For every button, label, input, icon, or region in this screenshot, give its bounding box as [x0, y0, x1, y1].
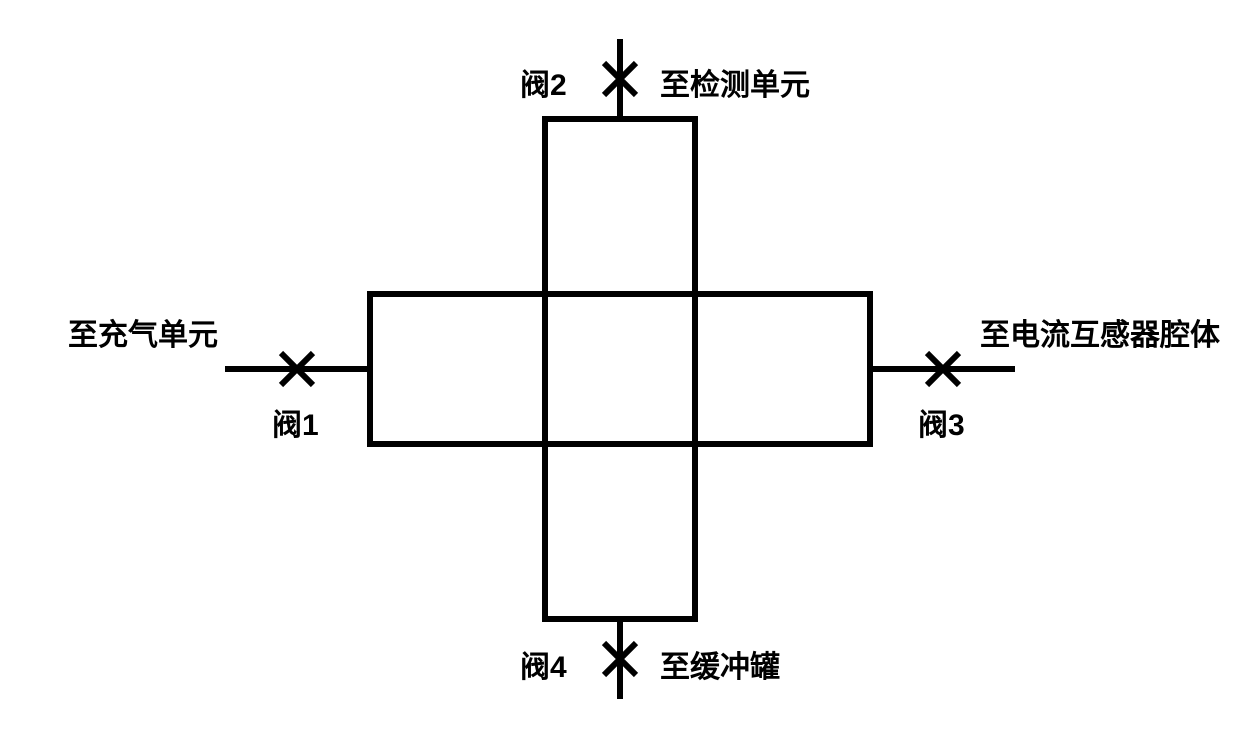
label-valve-3: 阀3 [918, 400, 965, 444]
label-valve-1: 阀1 [272, 400, 319, 444]
label-valve-2: 阀2 [520, 60, 567, 104]
cross-vertical [545, 119, 695, 619]
diagram-canvas [0, 0, 1240, 738]
label-valve-4: 阀4 [520, 642, 567, 686]
label-to-detection: 至检测单元 [660, 60, 810, 104]
label-to-buffer-tank: 至缓冲罐 [660, 642, 780, 686]
port-left [225, 353, 370, 385]
port-right [870, 353, 1015, 385]
port-top [604, 39, 636, 119]
label-to-inflation: 至充气单元 [68, 310, 218, 354]
port-bottom [604, 619, 636, 699]
label-to-ct-cavity: 至电流互感器腔体 [980, 310, 1220, 354]
cross-horizontal [370, 294, 870, 444]
